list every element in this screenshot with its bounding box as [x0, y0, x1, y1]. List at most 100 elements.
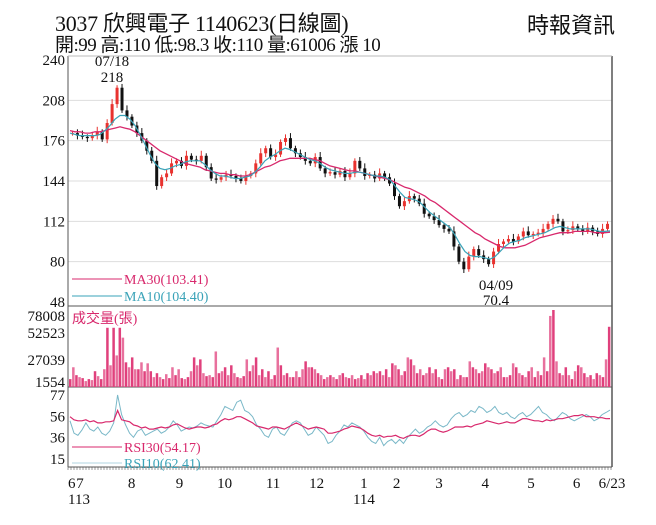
volume-bar: [146, 363, 149, 387]
volume-bar: [601, 377, 605, 387]
volume-bar: [449, 371, 453, 387]
candle-body: [437, 220, 441, 226]
volume-bar: [84, 381, 87, 387]
candle-body: [388, 177, 392, 184]
brand-label: 時報資訊: [527, 13, 616, 38]
volume-bar: [81, 378, 84, 387]
candle-body: [432, 216, 436, 221]
volume-bar: [161, 379, 165, 387]
volume-bar: [471, 367, 475, 387]
volume-bar: [96, 376, 100, 387]
candle-body: [115, 87, 119, 105]
x-tick-label: 6: [68, 476, 76, 492]
candle-body: [204, 155, 208, 168]
volume-bar: [211, 377, 214, 387]
candle-body: [155, 160, 159, 187]
volume-bar: [499, 367, 502, 387]
volume-bar: [75, 375, 78, 387]
volume-bar: [459, 375, 462, 387]
candle-body: [402, 201, 406, 207]
candle-body: [239, 178, 243, 181]
volume-bar: [508, 375, 512, 387]
volume-bar: [412, 365, 416, 387]
x-year-label: 114: [353, 492, 375, 508]
volume-bar: [301, 369, 304, 387]
volume-bar: [168, 378, 171, 387]
high-value-label: 218: [101, 70, 124, 86]
x-tick-label: 10: [217, 476, 232, 492]
candle-body: [442, 225, 446, 229]
volume-bar: [115, 355, 118, 387]
volume-title: 成交量(張): [72, 310, 138, 327]
candle-body: [95, 131, 99, 136]
candle-body: [293, 148, 297, 154]
volume-bar: [453, 369, 456, 387]
volume-bar: [118, 327, 122, 387]
candle-body: [175, 160, 179, 164]
volume-tick-label: 52523: [28, 326, 66, 342]
volume-bar: [87, 379, 91, 387]
volume-bar: [316, 373, 320, 387]
volume-bar: [564, 367, 568, 387]
x-tick-label: 11: [266, 476, 280, 492]
candle-body: [383, 173, 387, 178]
volume-bar: [545, 371, 549, 387]
volume-bar: [418, 369, 422, 387]
candle-body: [353, 160, 357, 174]
volume-bar: [192, 357, 196, 387]
volume-bar: [72, 367, 75, 387]
x-tick-label: 9: [176, 476, 184, 492]
volume-bar: [109, 365, 112, 387]
volume-bar: [462, 377, 465, 387]
volume-bar: [130, 357, 134, 387]
candle-body: [85, 136, 89, 139]
volume-bar: [592, 379, 595, 387]
candle-body: [323, 168, 327, 174]
candle-body: [412, 196, 416, 199]
volume-bar: [276, 347, 280, 387]
volume-bar: [242, 376, 245, 387]
candle-body: [150, 150, 154, 161]
volume-bar: [583, 373, 586, 387]
candle-body: [209, 167, 213, 179]
volume-bar: [99, 379, 103, 387]
ma10-line: [69, 114, 611, 260]
candle-body: [561, 221, 565, 232]
candle-body: [531, 233, 535, 236]
y-tick-label: 48: [50, 295, 65, 311]
volume-bar: [230, 365, 233, 387]
volume-bar: [285, 373, 289, 387]
candle-body: [75, 133, 79, 136]
volume-bar: [121, 337, 125, 387]
candle-body: [457, 246, 461, 262]
volume-bar: [443, 369, 447, 387]
candle-body: [427, 213, 431, 217]
volume-bar: [363, 379, 366, 387]
candle-body: [125, 110, 129, 117]
volume-tick-label: 27039: [28, 353, 66, 369]
volume-bar: [304, 361, 307, 387]
candle-body: [199, 155, 203, 161]
volume-bar: [322, 379, 326, 387]
x-tick-label: 7: [76, 476, 84, 492]
volume-bar: [155, 373, 159, 387]
volume-bar: [239, 378, 242, 387]
candle-body: [288, 138, 292, 149]
volume-bar: [344, 377, 348, 387]
volume-bar: [353, 379, 357, 387]
ma30-line: [69, 126, 611, 249]
candle-body: [511, 238, 515, 242]
candle-body: [373, 174, 377, 179]
volume-bar: [415, 373, 419, 387]
volume-bar: [93, 371, 97, 387]
volume-bar: [226, 375, 230, 387]
volume-bar: [199, 359, 202, 387]
x-tick-label: 6/23: [599, 476, 626, 492]
volume-bar: [205, 376, 208, 387]
volume-bar: [496, 371, 499, 387]
x-year-label: 113: [68, 492, 90, 508]
candle-body: [462, 261, 466, 270]
candle-body: [477, 249, 481, 256]
volume-bar: [493, 373, 496, 387]
volume-bar: [149, 371, 153, 387]
